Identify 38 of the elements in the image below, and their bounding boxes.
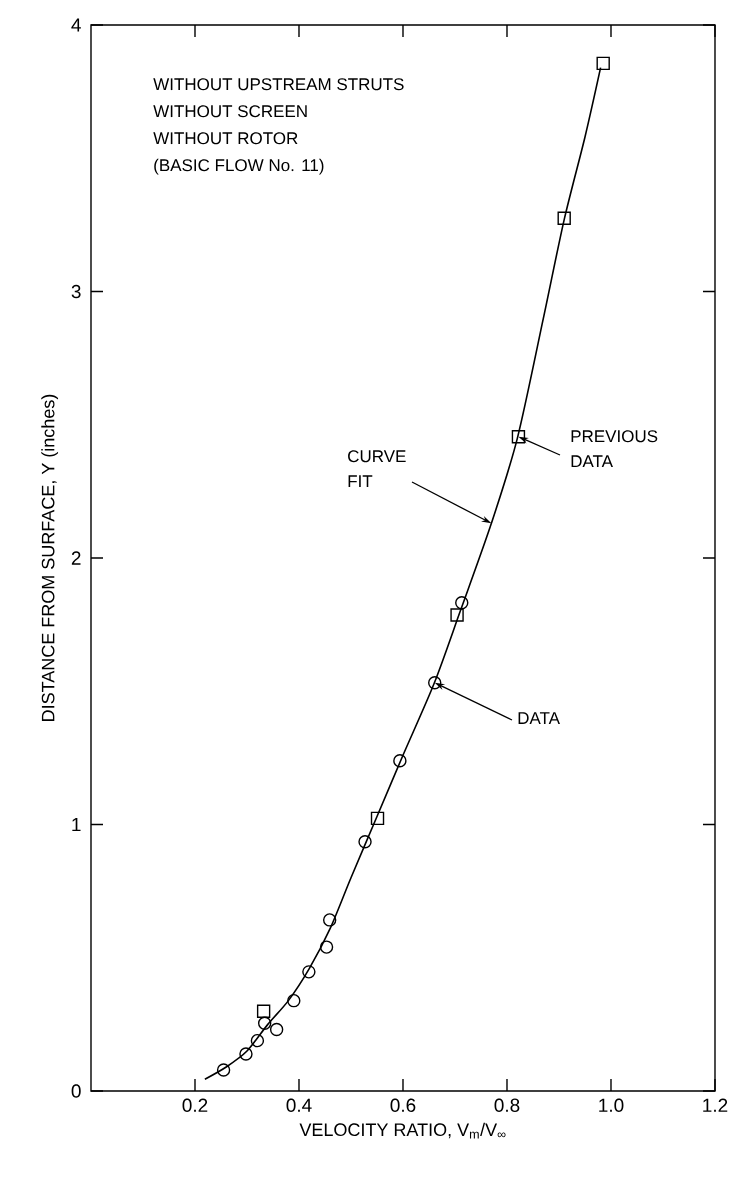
- point: [557, 211, 571, 225]
- x-axis-title: VELOCITY RATIO, V$_{m}$/V$_{∞}$: [299, 1122, 506, 1139]
- annotation: PREVIOUS DATA: [571, 430, 658, 468]
- x-tick-label: 0.4: [286, 1098, 312, 1112]
- point: [302, 965, 316, 979]
- annotation: WITHOUT UPSTREAM STRUTS: [153, 78, 404, 91]
- point: [393, 754, 407, 768]
- point: [450, 608, 464, 622]
- y-tick-label: 4: [71, 18, 81, 32]
- point: [239, 1047, 253, 1061]
- y-tick-label: 2: [71, 551, 81, 565]
- point: [256, 1004, 271, 1019]
- point: [269, 1022, 284, 1037]
- point: [358, 835, 372, 849]
- annotation: DATA: [518, 712, 560, 724]
- x-tick-label: 0.6: [390, 1098, 416, 1112]
- y-tick-label: 3: [71, 284, 81, 299]
- x-tick-label: 1.2: [703, 1098, 728, 1112]
- y-axis-title: DISTANCE FROM SURFACE, Y (inches): [41, 394, 59, 721]
- y-tick-label: 1: [72, 817, 81, 832]
- point: [322, 913, 337, 927]
- y-tick-label: 0: [71, 1084, 81, 1098]
- point: [216, 1063, 231, 1077]
- x-tick-label: 1.0: [599, 1098, 624, 1112]
- point: [257, 1016, 272, 1030]
- point: [250, 1033, 265, 1048]
- point: [287, 993, 301, 1008]
- point: [511, 430, 526, 444]
- x-tick-label: 0.2: [182, 1098, 208, 1112]
- point: [370, 811, 385, 826]
- annotation: WITHOUT ROTOR: [153, 132, 298, 145]
- point: [455, 596, 469, 610]
- annotation: CURVE FIT: [348, 450, 406, 488]
- annotation: WITHOUT SCREEN: [153, 105, 307, 118]
- point: [596, 56, 610, 71]
- x-tick-label: 0.8: [494, 1098, 520, 1112]
- annotation: (BASIC FLOW No. 11): [154, 158, 324, 175]
- point: [319, 940, 334, 954]
